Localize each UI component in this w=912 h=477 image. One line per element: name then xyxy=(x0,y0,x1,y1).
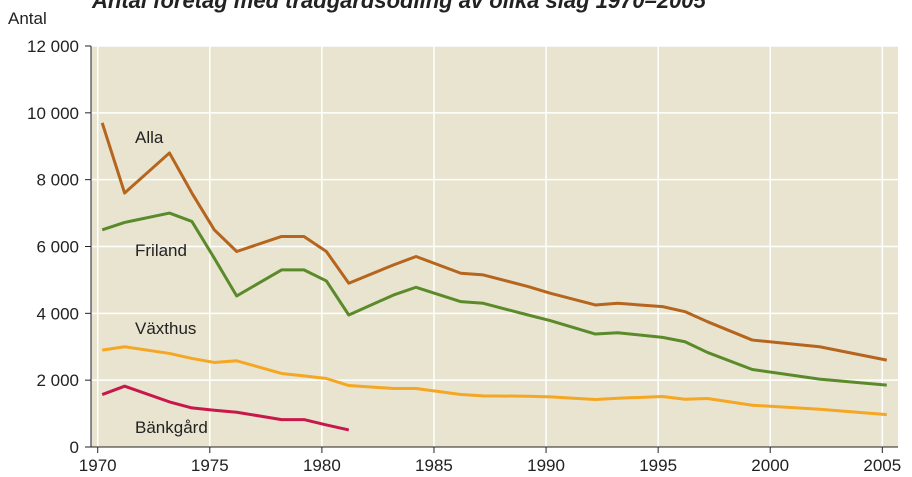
y-tick-label: 10 000 xyxy=(27,104,79,123)
x-tick-label: 1990 xyxy=(527,456,565,475)
y-tick-label: 4 000 xyxy=(36,304,79,323)
line-series xyxy=(100,122,888,362)
line-series xyxy=(101,384,350,432)
x-tick-label: 2000 xyxy=(751,456,789,475)
x-tick-label: 2005 xyxy=(863,456,901,475)
chart-title: Antal företag med trädgårdsodling av oli… xyxy=(91,0,707,13)
series-label: Växthus xyxy=(135,319,196,338)
x-tick-label: 1995 xyxy=(639,456,677,475)
series-label: Bänkgård xyxy=(135,418,208,437)
x-tick-label: 1985 xyxy=(415,456,453,475)
y-tick-label: 2 000 xyxy=(36,371,79,390)
y-tick-label: 0 xyxy=(70,438,79,457)
y-tick-label: 12 000 xyxy=(27,37,79,56)
y-tick-label: 8 000 xyxy=(36,171,79,190)
x-tick-label: 1980 xyxy=(303,456,341,475)
series-label: Friland xyxy=(135,241,187,260)
x-tick-label: 1975 xyxy=(191,456,229,475)
line-series xyxy=(101,211,887,387)
x-tick-label: 1970 xyxy=(79,456,117,475)
series-label: Alla xyxy=(135,128,164,147)
y-tick-label: 6 000 xyxy=(36,238,79,257)
y-axis-label: Antal xyxy=(8,9,47,28)
line-series xyxy=(101,345,887,417)
